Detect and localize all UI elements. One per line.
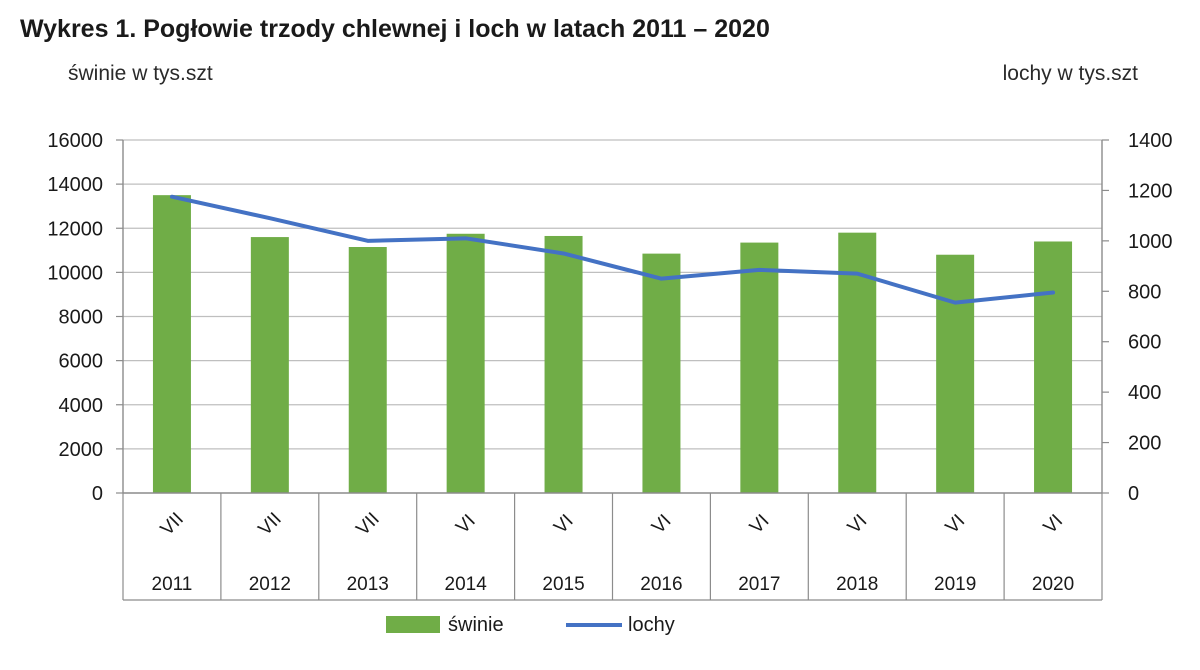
point-lochy xyxy=(367,240,369,242)
x-month-label: VII xyxy=(255,509,286,540)
x-year-label: 2011 xyxy=(152,574,193,595)
y-left-tick-label: 8000 xyxy=(59,307,104,329)
y-right-tick-label: 200 xyxy=(1128,433,1161,455)
legend-label-swinie: świnie xyxy=(448,614,504,636)
y-right-tick-label: 600 xyxy=(1128,332,1161,354)
right-axis-title: lochy w tys.szt xyxy=(1003,62,1139,85)
chart-title: Wykres 1. Pogłowie trzody chlewnej i loc… xyxy=(20,15,770,43)
point-lochy xyxy=(1052,292,1054,294)
x-year-label: 2019 xyxy=(934,574,976,595)
y-right-tick-label: 400 xyxy=(1128,382,1161,404)
bar-swinie-2012 xyxy=(250,237,289,493)
y-left-tick-label: 12000 xyxy=(47,218,103,240)
x-month-label: VI xyxy=(452,511,480,539)
bar-swinie-2020 xyxy=(1034,241,1073,493)
bar-swinie-2015 xyxy=(544,235,583,494)
x-year-label: 2012 xyxy=(249,574,291,595)
x-year-label: 2014 xyxy=(445,574,488,595)
line-lochy xyxy=(169,194,1056,305)
point-lochy xyxy=(465,237,467,239)
x-month-label: VII xyxy=(157,509,188,540)
y-right-tick-label: 1400 xyxy=(1128,130,1173,152)
left-axis-title: świnie w tys.szt xyxy=(68,62,213,85)
bar-swinie-2014 xyxy=(446,233,485,493)
y-right-tick-label: 0 xyxy=(1128,483,1139,505)
point-lochy xyxy=(171,196,173,198)
y-left-tick-label: 6000 xyxy=(59,351,104,373)
y-left-tick-label: 16000 xyxy=(47,130,103,152)
axes: 1600014000120001000080006000400020000140… xyxy=(47,130,1173,601)
x-month-label: VI xyxy=(844,511,872,539)
point-lochy xyxy=(856,273,858,275)
x-month-label: VI xyxy=(648,511,676,539)
x-month-label: VI xyxy=(942,511,970,539)
point-lochy xyxy=(954,302,956,304)
legend: świnie lochy xyxy=(386,614,675,636)
bar-swinie-2013 xyxy=(348,247,387,493)
y-left-tick-label: 14000 xyxy=(47,174,103,196)
x-year-label: 2020 xyxy=(1032,574,1074,595)
point-lochy xyxy=(269,217,271,219)
x-month-label: VII xyxy=(352,509,383,540)
x-year-label: 2015 xyxy=(542,574,584,595)
y-right-tick-label: 1000 xyxy=(1128,231,1173,253)
bar-swinie-2019 xyxy=(936,254,975,493)
bar-swinie-2016 xyxy=(642,253,681,493)
y-left-tick-label: 0 xyxy=(92,483,103,505)
y-right-tick-label: 1200 xyxy=(1128,180,1173,202)
point-lochy xyxy=(660,278,662,280)
line-series xyxy=(169,194,1056,305)
x-month-label: VI xyxy=(550,511,578,539)
x-year-label: 2018 xyxy=(836,574,878,595)
y-left-tick-label: 10000 xyxy=(47,262,103,284)
x-year-label: 2013 xyxy=(347,574,389,595)
y-left-tick-label: 2000 xyxy=(59,439,104,461)
bar-series xyxy=(152,195,1073,494)
x-year-label: 2017 xyxy=(738,574,780,595)
bar-swinie-2011 xyxy=(152,195,191,493)
bar-swinie-2017 xyxy=(740,242,779,493)
y-left-tick-label: 4000 xyxy=(59,395,104,417)
x-month-label: VI xyxy=(746,511,774,539)
y-right-tick-label: 800 xyxy=(1128,281,1161,303)
point-lochy xyxy=(758,269,760,271)
legend-swatch-swinie xyxy=(386,616,440,633)
point-lochy xyxy=(563,252,565,254)
x-year-label: 2016 xyxy=(640,574,682,595)
x-month-label: VI xyxy=(1040,511,1068,539)
legend-label-lochy: lochy xyxy=(628,614,675,636)
